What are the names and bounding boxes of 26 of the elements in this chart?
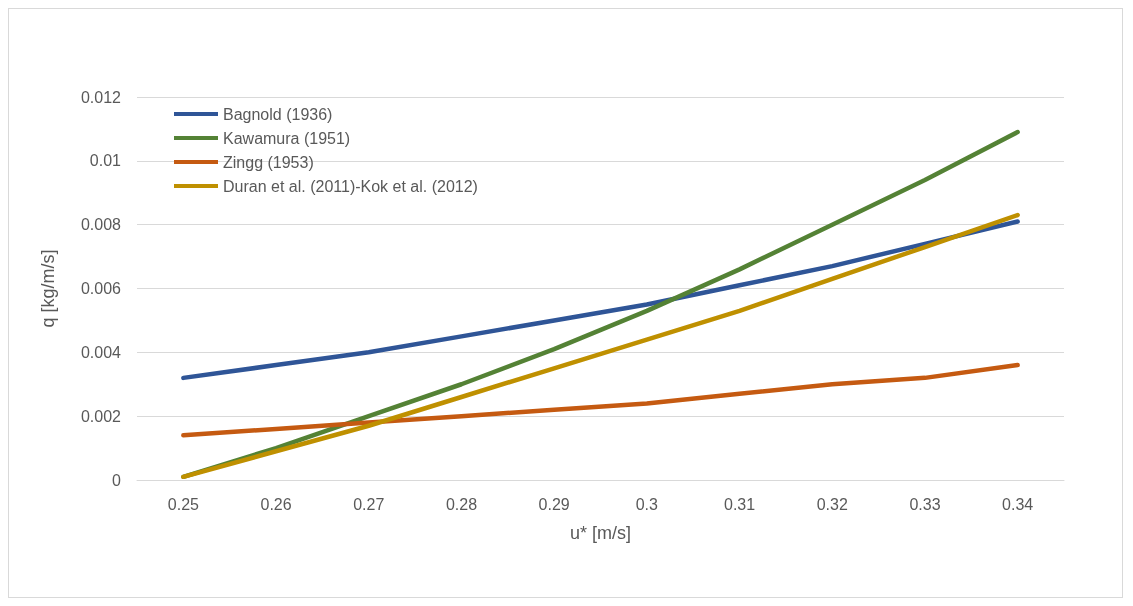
x-axis-title: u* [m/s] [569, 523, 632, 543]
line-series [181, 362, 1020, 438]
y-tick-label: 0 [112, 471, 122, 489]
legend-label: Zingg (1953) [223, 153, 314, 171]
legend-label: Kawamura (1951) [223, 129, 351, 147]
x-tick-label: 0.31 [723, 495, 756, 513]
x-tick-label: 0.25 [167, 495, 200, 513]
x-tick-label: 0.32 [816, 495, 848, 513]
x-tick-label: 0.29 [538, 495, 570, 513]
legend-label: Bagnold (1936) [223, 105, 333, 123]
x-tick-label: 0.33 [909, 495, 941, 513]
x-tick-label: 0.34 [1002, 495, 1034, 513]
y-tick-label: 0.01 [89, 152, 122, 170]
line-series [181, 212, 1020, 480]
y-tick-label: 0.006 [80, 280, 122, 297]
y-tick-label: 0.012 [80, 88, 122, 106]
x-tick-label: 0.27 [353, 495, 385, 513]
y-tick-label: 0.004 [80, 343, 122, 361]
x-tick-label: 0.3 [635, 495, 659, 513]
line-series [181, 219, 1020, 381]
y-tick-label: 0.002 [80, 407, 122, 425]
y-tick-label: 0.008 [80, 216, 122, 234]
y-axis-title: q [kg/m/s] [38, 249, 58, 328]
x-tick-label: 0.26 [260, 495, 292, 513]
legend-label: Duran et al. (2011)-Kok et al. (2012) [223, 177, 478, 195]
x-tick-label: 0.28 [445, 495, 478, 513]
